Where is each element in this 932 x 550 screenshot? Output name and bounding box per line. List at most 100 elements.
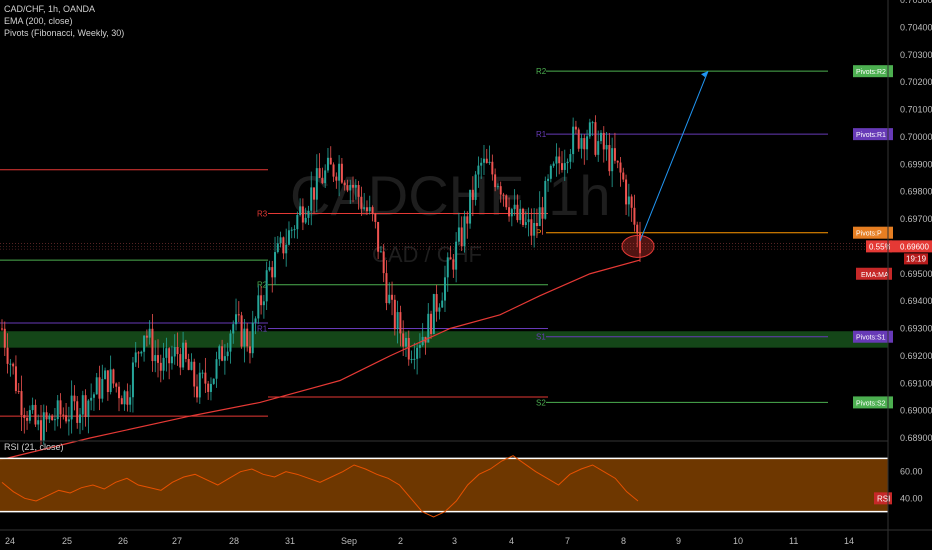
current-pivot-label: R1: [536, 130, 547, 139]
candle: [209, 377, 212, 401]
candle-body: [510, 209, 513, 217]
candle-body: [524, 222, 527, 225]
candle: [45, 405, 48, 432]
candle-body: [552, 163, 555, 166]
candle: [616, 160, 619, 169]
candle: [574, 120, 577, 135]
candle-body: [115, 383, 118, 387]
candle: [265, 261, 268, 311]
candle-body: [385, 273, 388, 304]
chart-legend[interactable]: CAD/CHF, 1h, OANDA EMA (200, close) Pivo…: [4, 3, 124, 39]
pivots-legend-item[interactable]: Pivots (Fibonacci, Weekly, 30): [4, 28, 125, 38]
current-price-tag: 0.69600: [890, 240, 932, 253]
candle: [79, 408, 82, 435]
candle: [602, 126, 605, 163]
candle: [31, 397, 34, 414]
rsi-legend[interactable]: RSI (21, close): [4, 441, 64, 453]
pivot-tag: Pivots:S2: [853, 396, 893, 409]
candle: [530, 208, 533, 246]
ema-legend-item[interactable]: EMA (200, close): [4, 16, 73, 26]
price-tick-label: 0.69000: [900, 406, 932, 416]
price-axis[interactable]: 0.70500 0.70400 0.70300 0.70200 0.70100 0.700…: [887, 0, 932, 550]
candle: [457, 212, 460, 246]
candle: [315, 154, 318, 212]
time-tick-label: 10: [733, 536, 743, 546]
candle: [555, 143, 558, 177]
candle: [516, 194, 519, 223]
candle: [28, 405, 31, 424]
candle: [73, 385, 76, 411]
candle: [251, 310, 254, 358]
candle-body: [90, 397, 93, 401]
candle: [480, 157, 483, 179]
candle-body: [452, 259, 455, 270]
candle: [274, 236, 277, 285]
candle-body: [591, 122, 594, 124]
candle: [508, 197, 511, 222]
candle-body: [67, 419, 70, 422]
time-axis[interactable]: 24 25 26 27 28 31 Sep 2 3 4 7 8 9 10 11 14: [0, 529, 932, 546]
price-tick-label: 0.70100: [900, 105, 932, 115]
candle-body: [53, 419, 56, 421]
time-tick-label: 4: [509, 536, 514, 546]
candle: [62, 407, 65, 420]
candle-body: [148, 328, 151, 338]
candle: [591, 120, 594, 136]
candle-body: [619, 162, 622, 173]
candle: [299, 198, 302, 217]
candle: [510, 207, 513, 227]
candle-body: [338, 163, 341, 181]
candle-body: [223, 356, 226, 361]
ema-tag-bg: [856, 267, 892, 280]
candle-body: [123, 391, 126, 405]
candle: [70, 380, 73, 434]
candle-body: [237, 314, 240, 316]
candle-body: [508, 207, 511, 217]
candle: [430, 310, 433, 339]
candle-body: [335, 176, 338, 181]
price-pane[interactable]: R3 R2 R1 R2 R1 P S1 S2 Pivots:R2 Pivots:R1 Pivots:…: [0, 65, 893, 461]
candle-body: [84, 395, 87, 418]
candle: [435, 284, 438, 322]
candle: [243, 318, 246, 363]
candle: [505, 194, 508, 210]
rsi-legend-item[interactable]: RSI (21, close): [4, 442, 64, 452]
candle-body: [59, 400, 62, 415]
candle: [326, 148, 329, 173]
candle-body: [73, 395, 76, 402]
candle: [524, 211, 527, 229]
candle: [563, 149, 566, 181]
candle-body: [98, 377, 101, 399]
candle: [207, 380, 210, 400]
ema-tag: EMA:MA: [856, 267, 892, 280]
candle-body: [204, 372, 207, 384]
candle: [6, 333, 9, 374]
candle: [324, 164, 327, 189]
projection-arrow: [639, 70, 709, 242]
candle: [427, 303, 430, 343]
time-tick-label: 9: [676, 536, 681, 546]
candle: [92, 392, 95, 411]
candle: [170, 345, 173, 370]
candle-body: [636, 224, 639, 234]
time-tick-label: 31: [285, 536, 295, 546]
candle: [619, 156, 622, 187]
candle-body: [104, 370, 107, 380]
candle: [98, 365, 101, 411]
candle-body: [251, 322, 254, 354]
price-tick-label: 0.69800: [900, 187, 932, 197]
candle-body: [533, 222, 536, 236]
candle: [42, 404, 45, 445]
price-tag-text: 0.69600: [900, 242, 929, 251]
candle-body: [407, 337, 410, 360]
candle: [118, 381, 121, 412]
candle: [248, 331, 251, 364]
candle-body: [170, 356, 173, 364]
candle-body: [3, 328, 6, 348]
candle: [9, 359, 12, 377]
pivot-tag: Pivots:P: [853, 226, 893, 239]
candle-body: [460, 227, 463, 247]
candle-body: [625, 179, 628, 205]
rsi-pane[interactable]: RSI: [0, 440, 892, 518]
